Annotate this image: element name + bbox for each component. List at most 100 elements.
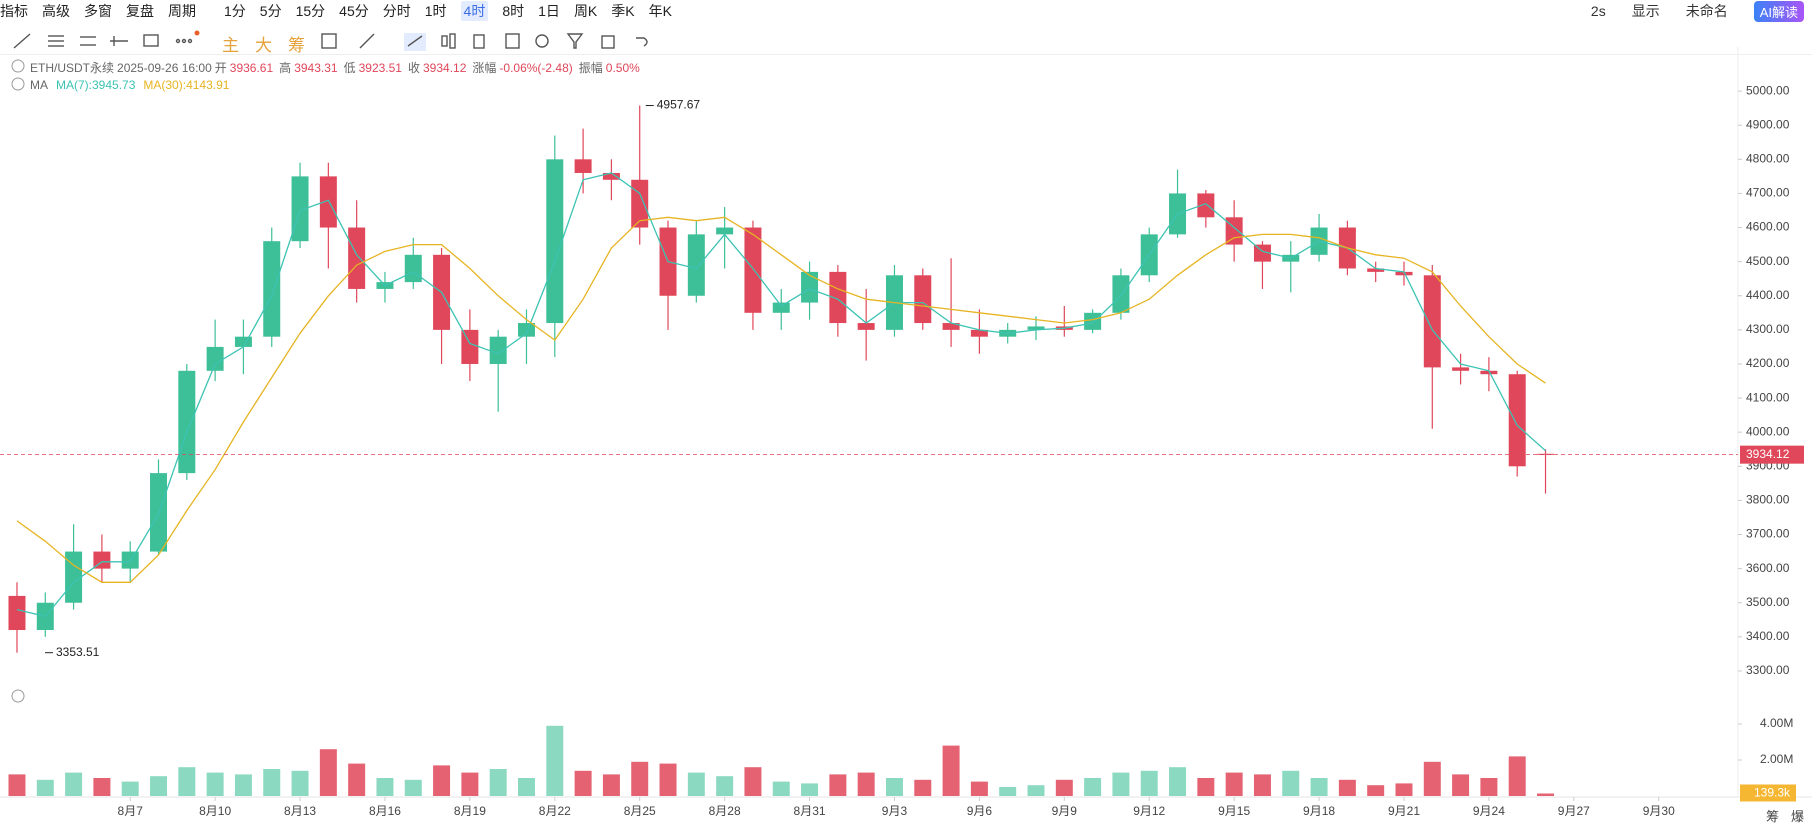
tool[interactable]: 筹 — [288, 36, 305, 55]
candle-body — [1055, 326, 1073, 330]
candle-body — [1282, 254, 1300, 262]
low-label: 3353.51 — [56, 645, 100, 659]
volume-bar — [1395, 783, 1413, 796]
volume-bar — [1253, 774, 1271, 796]
volume-bar — [885, 778, 903, 796]
candle-body — [376, 282, 394, 289]
left-menu: 指标 高级 多窗 复盘 周期 — [0, 1, 210, 21]
x-tick-label: 8月16 — [369, 804, 401, 818]
volume-bar — [319, 749, 337, 796]
volume-bar — [1367, 785, 1385, 796]
menu-item[interactable]: 2s — [1590, 3, 1606, 19]
candle-body — [291, 176, 309, 242]
info-value: 3934.12 — [423, 61, 467, 75]
timeframe[interactable]: 1时 — [424, 3, 447, 19]
candle-body — [1338, 227, 1356, 269]
candle-body — [404, 254, 422, 283]
volume-bar — [546, 725, 564, 796]
volume-bar — [348, 763, 366, 796]
volume-bar — [291, 770, 309, 796]
volume-bar — [150, 776, 168, 796]
candle-body — [772, 302, 790, 313]
x-tick-label: 9月24 — [1473, 804, 1505, 818]
timeframe[interactable]: 季K — [611, 3, 635, 19]
timeframe[interactable]: 分时 — [382, 3, 411, 19]
timeframe[interactable]: 5分 — [259, 3, 282, 19]
candle-body — [659, 227, 677, 296]
candle-body — [263, 241, 281, 337]
info-label: 低 — [343, 61, 356, 75]
candle-body — [8, 595, 26, 631]
side-tab[interactable]: 爆 — [1790, 809, 1804, 824]
x-tick-label: 8月31 — [794, 804, 826, 818]
candle-body — [1367, 268, 1385, 272]
candle-body — [631, 179, 649, 228]
info-value: 3923.51 — [358, 61, 402, 75]
candle-body — [829, 271, 847, 324]
candle-body — [1112, 275, 1130, 313]
y-tick-label: 3700.00 — [1746, 527, 1790, 541]
volume-bar — [1084, 778, 1102, 796]
candle-body — [1537, 453, 1555, 455]
timeframe[interactable]: 15分 — [295, 3, 326, 19]
candle-body — [121, 551, 139, 569]
menu-item[interactable]: 高级 — [42, 3, 70, 19]
x-tick-label: 8月25 — [624, 804, 656, 818]
info-value: 3936.61 — [229, 61, 274, 75]
menu-item[interactable]: 多窗 — [84, 3, 112, 19]
menu-item[interactable]: AI解读 — [1753, 0, 1804, 22]
volume-tick-label: 2.00M — [1760, 752, 1793, 766]
menu-item[interactable]: 复盘 — [126, 3, 154, 19]
volume-bar — [1452, 774, 1470, 796]
x-tick-label: 8月22 — [539, 804, 571, 818]
menu-item[interactable]: 指标 — [0, 3, 28, 19]
candle-body — [518, 323, 535, 337]
candle-body — [1310, 227, 1328, 255]
timeframe[interactable]: 周K — [573, 3, 598, 19]
timeframe[interactable]: 4时 — [460, 1, 489, 21]
volume-bar — [461, 772, 479, 796]
panel-toggle — [11, 59, 25, 73]
volume-bar — [1169, 767, 1187, 796]
drawing-icons-2 — [321, 33, 648, 51]
y-tick-label: 4200.00 — [1746, 356, 1790, 370]
tool[interactable]: 大 — [255, 36, 272, 55]
timeframe[interactable]: 8时 — [502, 3, 525, 19]
volume-bar — [744, 767, 762, 796]
timeframe[interactable]: 年K — [648, 3, 672, 19]
x-tick-label: 9月18 — [1303, 804, 1335, 818]
candle-body — [801, 271, 819, 303]
x-tick-label: 9月12 — [1133, 804, 1165, 818]
candle-body — [744, 227, 762, 313]
candle-body — [914, 275, 932, 324]
candle-body — [1169, 193, 1187, 235]
candle-body — [574, 159, 592, 173]
menu-item[interactable]: 周期 — [168, 3, 196, 19]
timeframe[interactable]: 1分 — [224, 3, 246, 19]
tool[interactable]: 主 — [222, 36, 239, 55]
candle-body — [1253, 244, 1271, 262]
volume-bar — [1423, 761, 1441, 796]
main-tools: 主大筹 — [222, 31, 321, 56]
last-price-label: 3934.12 — [1746, 447, 1790, 461]
volume-bar — [518, 778, 535, 796]
candle-body — [1027, 326, 1045, 330]
ma-line — [16, 172, 1546, 618]
x-tick-label: 8月28 — [709, 804, 741, 818]
timeframe[interactable]: 1日 — [538, 3, 560, 19]
side-tab[interactable]: 筹 — [1765, 809, 1779, 824]
timeframe[interactable]: 45分 — [339, 3, 369, 19]
y-tick-label: 3600.00 — [1746, 561, 1790, 575]
menu-item[interactable]: 未命名 — [1685, 3, 1728, 19]
candle-body — [1480, 370, 1498, 375]
candle-body — [1225, 217, 1243, 245]
menu-item[interactable]: 显示 — [1631, 3, 1660, 19]
y-tick-label: 4900.00 — [1746, 117, 1790, 131]
volume-bar — [687, 772, 705, 796]
volume-bar — [206, 772, 224, 796]
info-value: 3943.31 — [294, 61, 338, 75]
panel-toggle — [11, 689, 25, 703]
volume-bar — [857, 772, 875, 796]
x-tick-label: 9月3 — [882, 804, 908, 818]
volume-bar — [65, 772, 83, 796]
